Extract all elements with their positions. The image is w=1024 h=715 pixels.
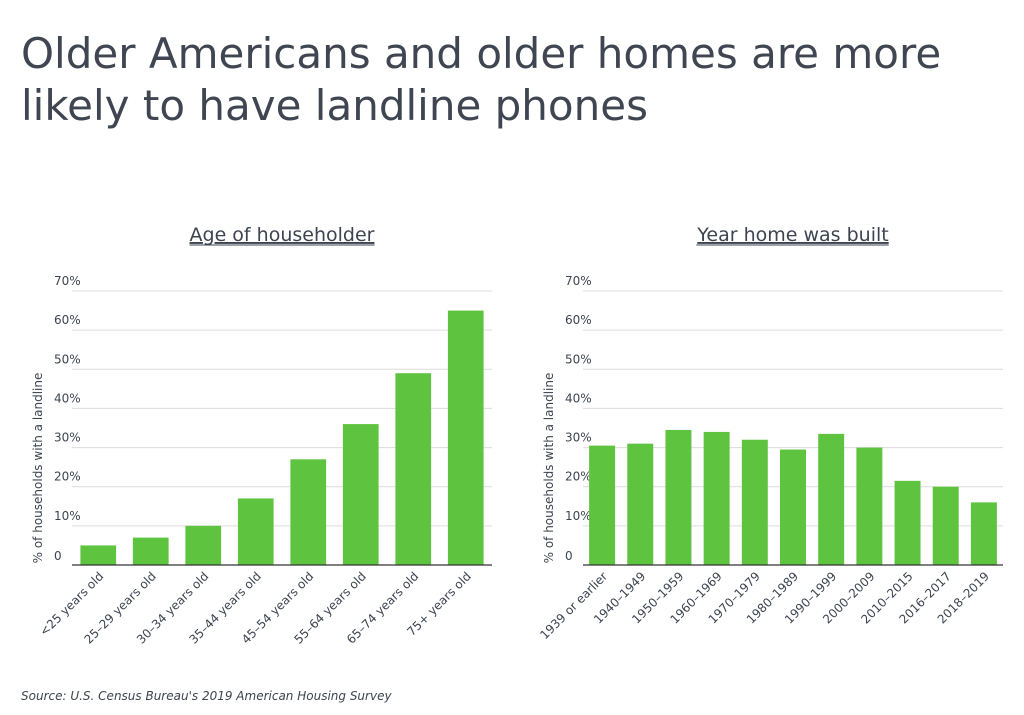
chart2-ytick-label: 20% xyxy=(565,470,592,484)
chart2-bar xyxy=(932,486,959,565)
chart1-ytick-label: 40% xyxy=(54,391,81,405)
chart1-bar xyxy=(447,310,484,565)
chart2-ylabel: % of households with a landline xyxy=(542,373,556,564)
page-title: Older Americans and older homes are more… xyxy=(21,29,942,130)
chart1-bar xyxy=(395,373,432,565)
chart2-title: Year home was built xyxy=(696,224,888,246)
chart1-bar xyxy=(342,424,379,565)
source-note: Source: U.S. Census Bureau's 2019 Americ… xyxy=(21,689,392,703)
chart2-bar xyxy=(970,502,997,565)
chart1-ylabel: % of households with a landline xyxy=(31,373,45,564)
chart2-bar xyxy=(894,480,921,565)
chart1-ytick-label: 50% xyxy=(54,352,81,366)
chart1-ytick-label: 20% xyxy=(54,470,81,484)
chart1-bar xyxy=(80,545,117,565)
chart1-bar xyxy=(185,525,222,565)
chart1-ytick-label: 10% xyxy=(54,509,81,523)
chart2-ytick-label: 10% xyxy=(565,509,592,523)
chart2-ytick-label: 0 xyxy=(565,549,573,563)
chart2-bar xyxy=(780,449,806,565)
chart1-ytick-label: 30% xyxy=(54,431,81,445)
chart2-ytick-label: 50% xyxy=(565,352,592,366)
chart2-ytick-label: 30% xyxy=(565,431,592,445)
chart2-ytick-label: 60% xyxy=(565,313,592,327)
chart1-title: Age of householder xyxy=(190,224,375,246)
chart2-ytick-label: 70% xyxy=(565,274,592,288)
chart2-bar xyxy=(856,447,883,565)
chart1-ytick-label: 60% xyxy=(54,313,81,327)
chart2-bar xyxy=(589,445,616,565)
chart2-category-label: 1939 or earlier xyxy=(537,569,610,642)
chart1-bar xyxy=(237,498,274,565)
chart1-bar xyxy=(290,459,327,565)
chart2-bar xyxy=(627,443,654,565)
chart2-bar xyxy=(741,439,768,565)
chart2-bar xyxy=(703,431,730,565)
chart1-ytick-label: 70% xyxy=(54,274,81,288)
chart2-bar xyxy=(818,433,845,565)
chart2-bar xyxy=(665,429,692,565)
chart2-ytick-label: 40% xyxy=(565,391,592,405)
chart1-bar xyxy=(132,537,169,565)
chart1-ytick-label: 0 xyxy=(54,549,62,563)
